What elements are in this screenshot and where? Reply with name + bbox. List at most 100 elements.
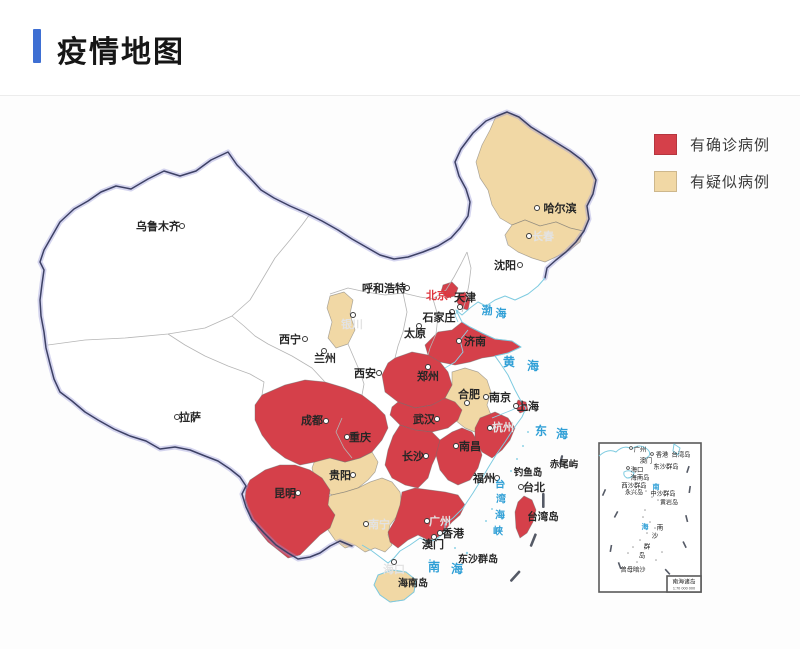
city-label: 澳门	[422, 537, 444, 551]
city-label: 长春	[532, 229, 555, 243]
inset-label: 海口	[631, 465, 644, 474]
legend-row-suspected: 有疑似病例	[654, 171, 770, 192]
capital-star-icon: ★	[445, 290, 453, 300]
city-label: 沈阳	[494, 258, 516, 272]
city-marker-icon	[494, 475, 500, 481]
city-marker-icon	[517, 262, 523, 268]
city-label: 哈尔滨	[544, 201, 577, 215]
city-marker-icon	[456, 338, 462, 344]
sea-label: 海	[556, 426, 568, 441]
city-marker-icon	[416, 323, 422, 329]
city-label: 福州	[472, 471, 495, 485]
city-marker-icon	[434, 416, 440, 422]
island-label: 钓鱼岛	[514, 467, 543, 479]
city-marker-icon	[453, 443, 459, 449]
inset-label: 澳门	[640, 456, 653, 465]
city-marker-icon	[483, 394, 489, 400]
inset-scale: 1:70 000 000	[673, 587, 695, 591]
sea-label: 黄	[503, 354, 515, 369]
confirmed-label: 有确诊病例	[690, 137, 771, 154]
page-title: 疫情地图	[57, 36, 185, 69]
inset-label: 群	[644, 542, 651, 551]
city-marker-icon	[295, 490, 301, 496]
inset-label: 永兴岛	[625, 489, 643, 497]
inset-label: 东沙群岛	[653, 462, 678, 471]
city-marker-icon	[437, 530, 443, 536]
sea-label: 海	[451, 561, 463, 576]
city-marker-icon	[425, 364, 431, 370]
province-hubei	[389, 397, 463, 433]
province-hunan	[384, 424, 441, 489]
sea-label: 湾	[496, 493, 506, 506]
sea-label: 海	[496, 306, 507, 320]
city-label: 西宁	[279, 332, 301, 346]
city-marker-icon	[513, 403, 519, 409]
inset-city-marker-icon	[650, 452, 654, 456]
city-marker-icon	[302, 336, 308, 342]
city-marker-icon	[179, 223, 185, 229]
inset-nine-dash	[601, 465, 692, 575]
inset-label: 南	[657, 523, 664, 532]
inset-label: 黄岩岛	[660, 499, 678, 507]
city-marker-icon	[376, 370, 382, 376]
inset-label: 中沙群岛	[650, 489, 675, 498]
city-marker-icon	[363, 521, 369, 527]
city-label: 成都	[301, 413, 323, 427]
city-label: 杭州	[492, 420, 514, 434]
suspected-label: 有疑似病例	[690, 174, 771, 191]
national-border	[39, 111, 597, 560]
inset-city-marker-icon	[629, 446, 633, 450]
city-label: 武汉	[413, 412, 436, 426]
inset-label: 西沙群岛	[621, 481, 646, 490]
inset-map	[598, 442, 702, 593]
city-label: 西安	[354, 366, 376, 380]
city-label: 上海	[517, 399, 539, 413]
city-marker-icon	[534, 205, 540, 211]
city-marker-icon	[431, 534, 437, 540]
city-label: 郑州	[417, 369, 439, 383]
city-marker-icon	[424, 518, 430, 524]
page-header: 疫情地图	[0, 0, 800, 96]
city-marker-icon	[350, 312, 356, 318]
city-label: 合肥	[458, 387, 480, 401]
city-marker-icon	[174, 414, 180, 420]
city-marker-icon	[464, 400, 470, 406]
sea-label: 海	[495, 509, 505, 522]
sea-label: 峡	[493, 525, 503, 538]
province-jilin	[504, 219, 584, 263]
city-label: 太原	[403, 326, 426, 340]
city-label: 重庆	[349, 430, 371, 444]
city-marker-icon	[323, 418, 329, 424]
city-label: 石家庄	[422, 310, 456, 324]
city-label: 济南	[464, 334, 486, 348]
city-label: 南京	[489, 390, 511, 404]
inset-label: 沙	[652, 533, 659, 540]
city-marker-icon	[423, 453, 429, 459]
city-label: 南昌	[459, 439, 481, 453]
city-marker-icon	[350, 472, 356, 478]
city-marker-icon	[404, 285, 410, 291]
confirmed-swatch	[654, 134, 677, 155]
inset-islets	[627, 486, 663, 563]
inset-label: 广州	[634, 445, 647, 454]
city-marker-icon	[391, 559, 397, 565]
hainan-coast	[373, 569, 417, 603]
island-label: 海南岛	[398, 577, 428, 590]
province-sichuan-chongqing	[254, 379, 389, 466]
city-label: 广州	[429, 514, 451, 528]
island-label: 东沙群岛	[458, 553, 498, 566]
nine-dash-line	[509, 455, 564, 582]
city-label: 北京	[426, 288, 448, 302]
city-label: 南宁	[368, 517, 390, 531]
city-marker-icon	[344, 434, 350, 440]
island-label: 台湾岛	[527, 510, 559, 523]
city-marker-icon	[526, 233, 532, 239]
province-taiwan	[514, 495, 537, 539]
city-label: 天津	[454, 290, 476, 304]
sea-label: 海	[527, 358, 539, 373]
inset-label: 海南岛	[631, 473, 650, 482]
inset-label: 曾母暗沙	[620, 565, 646, 574]
inset-sea-label: 海	[642, 522, 649, 531]
city-label: 昆明	[274, 487, 296, 500]
sea-label: 渤	[482, 303, 493, 317]
